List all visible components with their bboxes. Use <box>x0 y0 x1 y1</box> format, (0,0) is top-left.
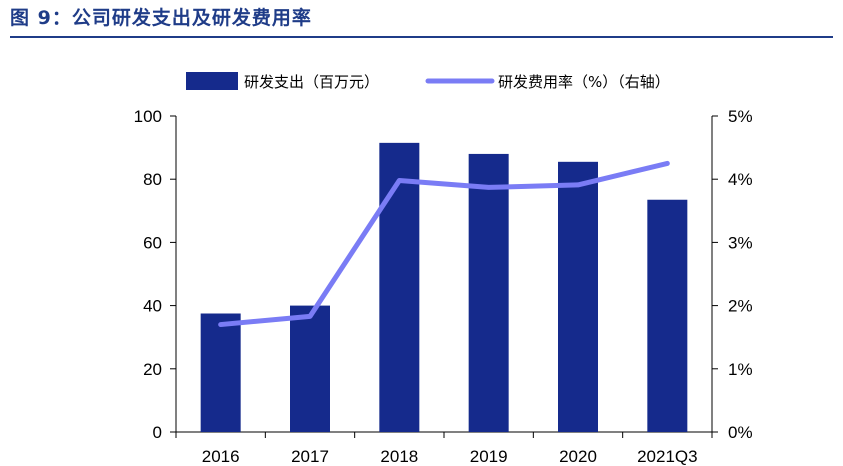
bar <box>558 161 598 432</box>
line-series <box>218 160 670 328</box>
x-tick-label: 2021Q3 <box>637 447 698 466</box>
left-tick-label: 20 <box>143 360 162 379</box>
right-tick-label: 0% <box>728 423 753 442</box>
left-tick-label: 40 <box>143 297 162 316</box>
chart-axes <box>170 115 718 438</box>
left-tick-label: 60 <box>143 233 162 252</box>
right-tick-label: 3% <box>728 233 753 252</box>
legend-bar-swatch <box>186 72 238 90</box>
right-tick-label: 1% <box>728 360 753 379</box>
bar <box>468 153 509 433</box>
chart-legend: 研发支出（百万元） 研发费用率（%）（右轴） <box>186 72 670 91</box>
bar-series <box>200 142 688 433</box>
right-tick-label: 5% <box>728 107 753 126</box>
bar <box>200 313 241 432</box>
bar <box>290 305 330 432</box>
x-tick-label: 2016 <box>202 447 240 466</box>
right-tick-label: 2% <box>728 297 753 316</box>
legend-label-rd-ratio: 研发费用率（%）（右轴） <box>498 73 670 91</box>
left-tick-label: 100 <box>134 107 162 126</box>
left-tick-label: 0 <box>153 423 162 442</box>
rd-ratio-line <box>218 160 670 328</box>
tick-labels: 0 20 40 60 80 100 0% 1% 2% 3% 4% 5% 2016 2017 2018 2019… <box>134 107 753 466</box>
title-divider <box>10 36 833 38</box>
figure-title: 图 9：公司研发支出及研发费用率 <box>10 7 312 29</box>
right-tick-label: 4% <box>728 170 753 189</box>
legend-label-rd-expense: 研发支出（百万元） <box>244 73 379 91</box>
x-tick-label: 2020 <box>559 447 597 466</box>
x-tick-label: 2019 <box>470 447 508 466</box>
bar <box>647 199 688 432</box>
left-tick-label: 80 <box>143 170 162 189</box>
bar <box>379 142 420 433</box>
x-tick-label: 2017 <box>291 447 329 466</box>
x-tick-label: 2018 <box>380 447 418 466</box>
